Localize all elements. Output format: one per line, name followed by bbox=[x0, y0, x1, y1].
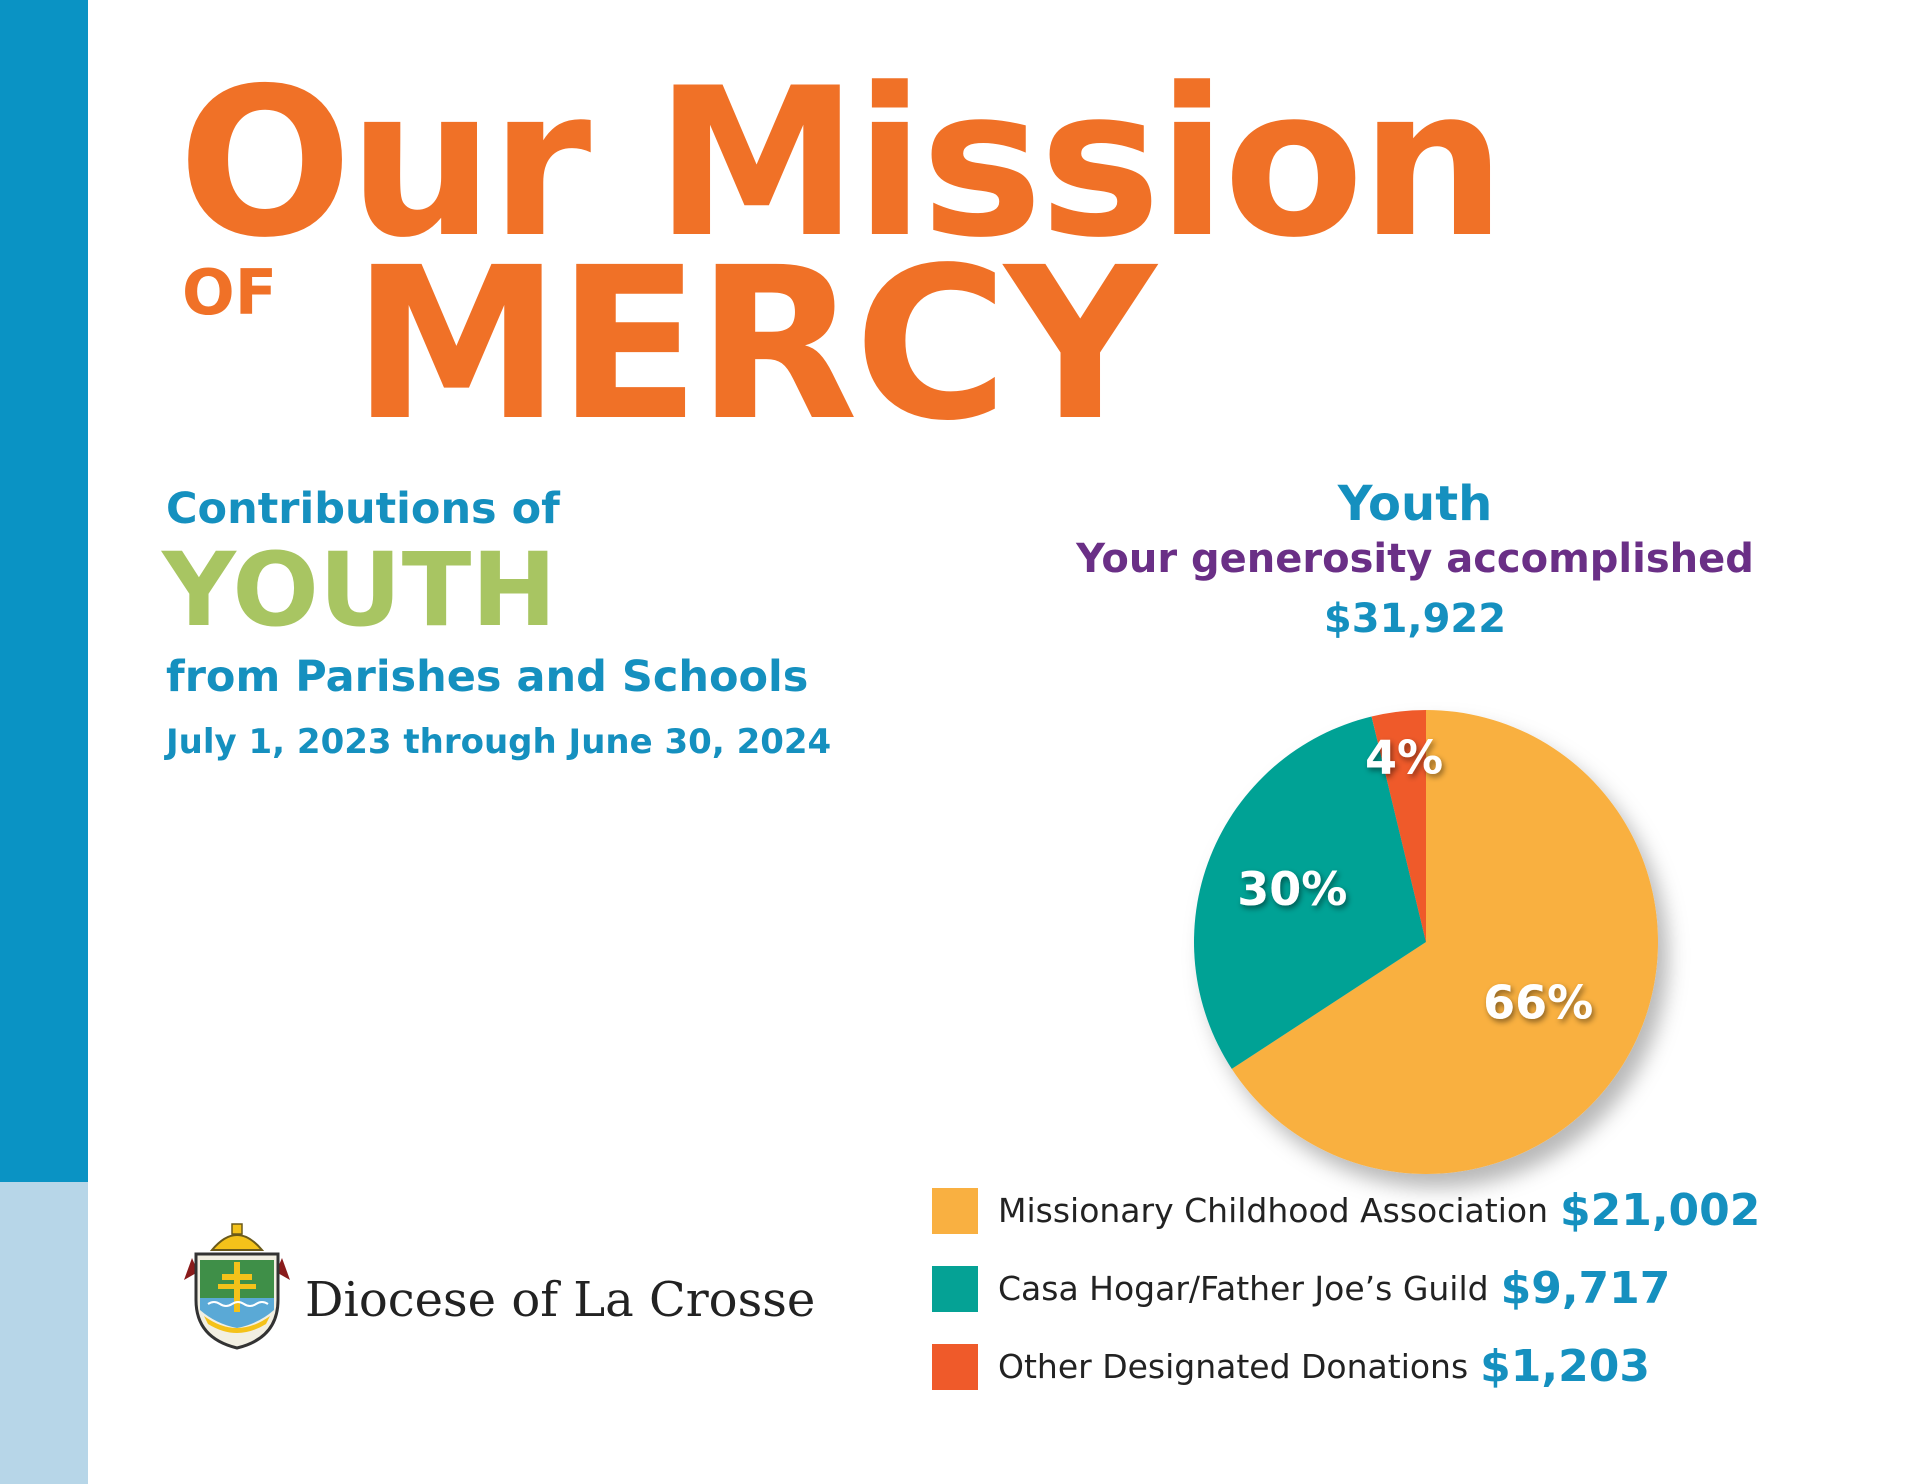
pie-slice bbox=[1231, 710, 1658, 1174]
pie-slice-label: 66% bbox=[1483, 976, 1593, 1030]
left-accent-bar-light bbox=[0, 1182, 88, 1484]
legend-amount: $21,002 bbox=[1559, 1185, 1761, 1236]
title-our-mission: Our Mission bbox=[178, 45, 1506, 283]
chart-total: $31,922 bbox=[1323, 596, 1507, 642]
left-accent-bar bbox=[0, 0, 88, 1182]
legend-label: Casa Hogar/Father Joe’s Guild bbox=[998, 1269, 1489, 1308]
legend-amount: $9,717 bbox=[1500, 1263, 1671, 1314]
pie-slice bbox=[1194, 716, 1426, 1069]
legend-swatch bbox=[932, 1187, 978, 1234]
date-range: July 1, 2023 through June 30, 2024 bbox=[166, 722, 832, 762]
pie-slice bbox=[1371, 710, 1426, 942]
youth-heading: YOUTH bbox=[162, 531, 557, 650]
legend-item: Casa Hogar/Father Joe’s Guild $9,717 bbox=[932, 1263, 1670, 1314]
legend-swatch bbox=[932, 1343, 978, 1390]
contributions-label: Contributions of bbox=[166, 484, 560, 534]
legend-amount: $1,203 bbox=[1480, 1341, 1650, 1392]
legend-item: Other Designated Donations $1,203 bbox=[932, 1341, 1650, 1392]
legend-item: Missionary Childhood Association $21,002 bbox=[932, 1185, 1760, 1236]
title-mercy: MERCY bbox=[352, 222, 1156, 467]
legend-label: Missionary Childhood Association bbox=[998, 1191, 1548, 1230]
legend-label: Other Designated Donations bbox=[998, 1347, 1469, 1386]
pie-slice-label: 4% bbox=[1365, 731, 1443, 785]
from-parishes-label: from Parishes and Schools bbox=[166, 652, 809, 702]
chart-title: Youth bbox=[1337, 476, 1493, 532]
pie-slice-label: 30% bbox=[1237, 862, 1347, 916]
diocese-name: Diocese of La Crosse bbox=[305, 1272, 816, 1328]
legend-swatch bbox=[932, 1265, 978, 1312]
pie-chart: 66% 30% 4% bbox=[1194, 710, 1658, 1174]
title-of: OF bbox=[182, 256, 278, 329]
chart-subtitle: Your generosity accomplished bbox=[1076, 536, 1754, 582]
diocese-coat-of-arms-icon bbox=[184, 1223, 290, 1350]
